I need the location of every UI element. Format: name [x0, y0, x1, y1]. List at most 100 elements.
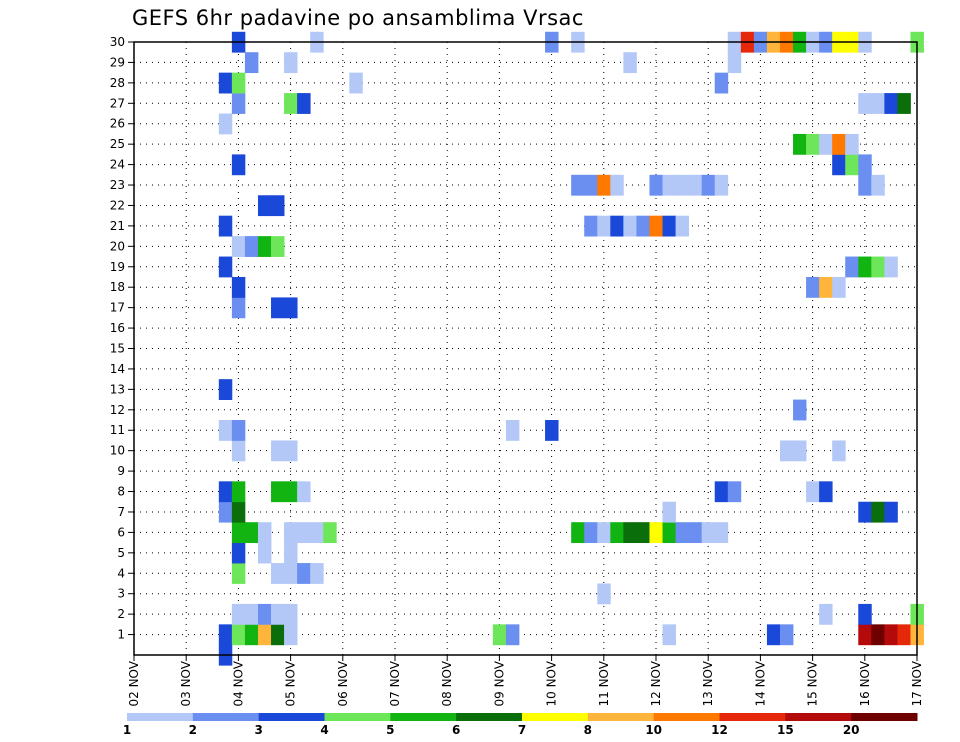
y-tick-label: 11 — [110, 423, 125, 437]
legend-label: 4 — [320, 723, 328, 737]
precip-cell — [858, 174, 872, 196]
precip-cell — [858, 603, 872, 625]
legend-label: 12 — [711, 723, 728, 737]
legend-swatch — [456, 713, 523, 721]
precip-cell — [871, 624, 885, 646]
precip-cell — [858, 93, 872, 114]
precip-cell — [662, 174, 676, 196]
precip-cell — [793, 399, 807, 421]
y-tick-label: 30 — [110, 35, 125, 49]
precip-cell — [231, 154, 246, 176]
y-tick-label: 2 — [117, 607, 125, 621]
precip-cell — [505, 624, 520, 646]
precip-cell — [218, 481, 233, 503]
precip-cell — [806, 133, 820, 155]
precip-cell — [284, 297, 298, 319]
legend-label: 1 — [123, 723, 131, 737]
precip-cell — [284, 440, 298, 462]
precip-cell — [597, 522, 611, 544]
precip-cell — [284, 522, 298, 544]
precip-cell — [257, 542, 272, 564]
precip-cell — [505, 420, 520, 441]
y-tick-label: 14 — [110, 362, 125, 376]
legend-swatch — [258, 713, 325, 721]
precip-cell — [662, 215, 676, 237]
x-tick-label: 02 NOV — [127, 660, 141, 706]
precip-cell — [271, 297, 285, 319]
precip-cell — [284, 542, 298, 564]
precip-cell — [766, 624, 781, 646]
precip-cell — [897, 624, 911, 646]
precip-cell — [819, 481, 833, 503]
precip-cell — [610, 174, 624, 196]
precip-cell — [257, 624, 272, 646]
precip-cell — [231, 563, 246, 584]
y-tick-label: 12 — [110, 403, 125, 417]
precip-cell — [349, 72, 363, 94]
y-tick-label: 21 — [110, 219, 125, 233]
x-tick-label: 15 NOV — [806, 660, 820, 706]
precip-cell — [858, 501, 872, 523]
legend-label: 6 — [452, 723, 460, 737]
y-tick-label: 22 — [110, 198, 125, 212]
precip-cell — [284, 481, 298, 503]
precip-cell — [271, 236, 285, 257]
precip-cell — [231, 420, 246, 441]
precip-cell — [271, 563, 285, 584]
precip-cell — [714, 481, 729, 503]
precip-cell — [806, 481, 820, 503]
y-tick-label: 19 — [110, 260, 125, 274]
precip-cell — [884, 624, 898, 646]
y-tick-label: 9 — [117, 464, 125, 478]
precip-cell — [897, 93, 911, 114]
precip-cell — [584, 215, 598, 237]
precip-cell — [688, 174, 703, 196]
legend-swatch — [522, 713, 589, 721]
precip-cell — [610, 215, 624, 237]
precip-cell — [271, 624, 285, 646]
precip-cell — [284, 603, 298, 625]
precip-cell — [271, 195, 285, 217]
precip-cell — [675, 174, 690, 196]
precip-cell — [297, 522, 311, 544]
x-tick-label: 05 NOV — [284, 660, 298, 706]
x-tick-label: 17 NOV — [910, 660, 924, 706]
precip-cell — [858, 256, 872, 278]
legend-swatch — [785, 713, 852, 721]
precip-cell — [297, 563, 311, 584]
precip-cell — [244, 603, 259, 625]
precip-cell — [231, 297, 246, 319]
precip-cell — [832, 440, 846, 462]
x-tick-label: 04 NOV — [231, 660, 245, 706]
precip-cell — [231, 440, 246, 462]
y-tick-label: 1 — [117, 628, 125, 642]
precip-cell — [310, 522, 324, 544]
precip-cell — [231, 236, 246, 257]
y-tick-label: 15 — [110, 342, 125, 356]
precip-cell — [871, 174, 885, 196]
precip-cell — [884, 501, 898, 523]
precip-cell — [793, 440, 807, 462]
legend-label: 3 — [254, 723, 262, 737]
y-tick-label: 28 — [110, 76, 125, 90]
precip-cell — [884, 256, 898, 278]
precip-cell — [597, 583, 611, 605]
precip-cell — [218, 72, 233, 94]
precip-cell — [231, 603, 246, 625]
legend-swatch — [192, 713, 260, 721]
precip-cell — [662, 522, 676, 544]
precip-cell — [231, 501, 246, 523]
precip-cell — [793, 133, 807, 155]
y-tick-label: 13 — [110, 382, 125, 396]
x-tick-label: 09 NOV — [492, 660, 506, 706]
precip-cell — [871, 256, 885, 278]
y-tick-label: 23 — [110, 178, 125, 192]
precip-cell — [623, 52, 637, 74]
y-tick-label: 3 — [117, 587, 125, 601]
precip-cell — [231, 624, 246, 646]
grid-lines — [133, 41, 918, 655]
precip-cell — [884, 93, 898, 114]
precip-cell — [714, 72, 729, 94]
precip-cell — [701, 174, 716, 196]
